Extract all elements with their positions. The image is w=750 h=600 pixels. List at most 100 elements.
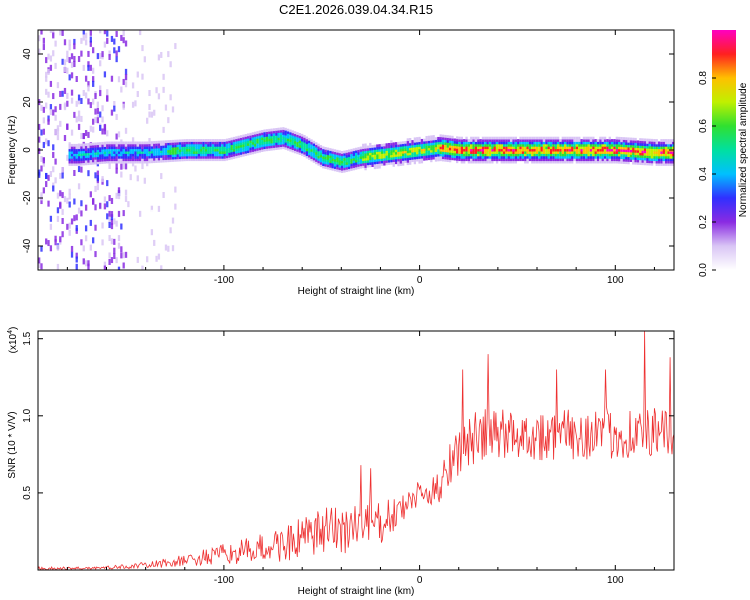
heatmap-cell bbox=[486, 139, 489, 142]
heatmap-cell bbox=[150, 153, 154, 156]
heatmap-cell bbox=[432, 142, 435, 146]
heatmap-cell bbox=[106, 95, 109, 102]
heatmap-cell bbox=[303, 147, 306, 150]
heatmap-cell bbox=[669, 160, 672, 164]
heatmap-cell bbox=[75, 158, 78, 162]
heatmap-cell bbox=[251, 137, 254, 140]
heatmap-cell bbox=[608, 158, 611, 162]
heatmap-cell bbox=[275, 130, 278, 134]
heatmap-cell bbox=[146, 49, 149, 56]
heatmap-cell bbox=[174, 203, 177, 210]
heatmap-cell bbox=[512, 143, 515, 147]
heatmap-cell bbox=[120, 34, 123, 41]
heatmap-cell bbox=[40, 129, 43, 136]
heatmap-cell bbox=[493, 153, 496, 157]
heatmap-cell bbox=[249, 132, 252, 136]
heatmap-cell bbox=[148, 90, 151, 97]
heatmap-cell bbox=[209, 158, 212, 162]
heatmap-cell bbox=[507, 155, 510, 159]
heatmap-cell bbox=[169, 147, 172, 151]
heatmap-cell bbox=[657, 155, 661, 159]
heatmap-cell bbox=[540, 141, 543, 145]
heatmap-cell bbox=[338, 155, 341, 159]
heatmap-cell bbox=[486, 136, 489, 140]
heatmap-cell bbox=[380, 163, 384, 166]
heatmap-cell bbox=[542, 136, 546, 140]
heatmap-cell bbox=[214, 139, 217, 142]
heatmap-cell bbox=[68, 151, 71, 154]
heatmap-cell bbox=[89, 30, 92, 36]
heatmap-cell bbox=[235, 155, 238, 159]
heatmap-cell bbox=[385, 157, 388, 161]
heatmap-cell bbox=[237, 152, 240, 156]
heatmap-cell bbox=[94, 108, 97, 115]
heatmap-cell bbox=[446, 140, 449, 143]
heatmap-cell bbox=[296, 134, 299, 138]
heatmap-cell bbox=[437, 151, 440, 155]
heatmap-cell bbox=[117, 235, 121, 242]
bottom-x-tick-label: -100 bbox=[214, 575, 234, 586]
heatmap-cell bbox=[643, 160, 647, 163]
heatmap-cell bbox=[303, 154, 306, 158]
heatmap-cell bbox=[75, 263, 78, 270]
heatmap-cell bbox=[662, 153, 665, 157]
heatmap-cell bbox=[68, 155, 71, 159]
heatmap-cell bbox=[345, 157, 348, 161]
heatmap-cell bbox=[246, 135, 250, 139]
heatmap-cell bbox=[94, 116, 97, 123]
heatmap-cell bbox=[270, 130, 273, 134]
heatmap-cell bbox=[657, 153, 661, 157]
heatmap-cell bbox=[167, 156, 170, 160]
heatmap-cell bbox=[103, 265, 107, 270]
heatmap-cell bbox=[106, 89, 109, 96]
heatmap-cell bbox=[244, 136, 247, 140]
heatmap-cell bbox=[427, 145, 431, 149]
heatmap-cell bbox=[265, 129, 269, 132]
heatmap-cell bbox=[549, 160, 553, 164]
heatmap-cell bbox=[171, 154, 175, 158]
heatmap-cell bbox=[352, 157, 355, 161]
heatmap-cell bbox=[629, 149, 633, 153]
heatmap-cell bbox=[376, 156, 379, 160]
heatmap-cell bbox=[143, 146, 146, 150]
heatmap-cell bbox=[209, 146, 212, 150]
heatmap-cell bbox=[552, 158, 555, 162]
heatmap-cell bbox=[136, 153, 139, 157]
heatmap-cell bbox=[141, 153, 144, 157]
heatmap-cell bbox=[625, 144, 628, 148]
heatmap-cell bbox=[636, 142, 640, 146]
heatmap-cell bbox=[160, 145, 163, 149]
heatmap-cell bbox=[237, 140, 240, 144]
heatmap-cell bbox=[127, 153, 130, 157]
heatmap-cell bbox=[331, 153, 334, 157]
heatmap-cell bbox=[305, 146, 309, 149]
heatmap-cell bbox=[256, 140, 259, 144]
heatmap-cell bbox=[92, 47, 95, 54]
heatmap-cell bbox=[547, 155, 550, 159]
heatmap-cell bbox=[390, 152, 393, 156]
heatmap-cell bbox=[258, 132, 262, 136]
heatmap-cell bbox=[561, 136, 564, 140]
heatmap-cell bbox=[190, 151, 193, 154]
heatmap-cell bbox=[315, 149, 318, 153]
heatmap-cell bbox=[134, 146, 137, 150]
heatmap-cell bbox=[251, 134, 254, 138]
heatmap-cell bbox=[423, 148, 426, 152]
heatmap-cell bbox=[141, 155, 144, 159]
heatmap-cell bbox=[77, 207, 81, 214]
heatmap-cell bbox=[531, 158, 534, 162]
heatmap-cell bbox=[73, 61, 76, 68]
heatmap-cell bbox=[474, 146, 478, 150]
heatmap-cell bbox=[143, 86, 146, 93]
heatmap-cell bbox=[75, 153, 78, 157]
heatmap-cell bbox=[352, 165, 355, 168]
heatmap-cell bbox=[167, 142, 170, 146]
heatmap-cell bbox=[561, 158, 564, 162]
heatmap-cell bbox=[610, 160, 614, 164]
heatmap-cell bbox=[350, 168, 353, 171]
heatmap-cell bbox=[333, 168, 337, 172]
heatmap-cell bbox=[376, 166, 379, 169]
heatmap-cell bbox=[134, 183, 137, 190]
heatmap-cell bbox=[650, 155, 654, 159]
heatmap-cell bbox=[113, 151, 116, 154]
